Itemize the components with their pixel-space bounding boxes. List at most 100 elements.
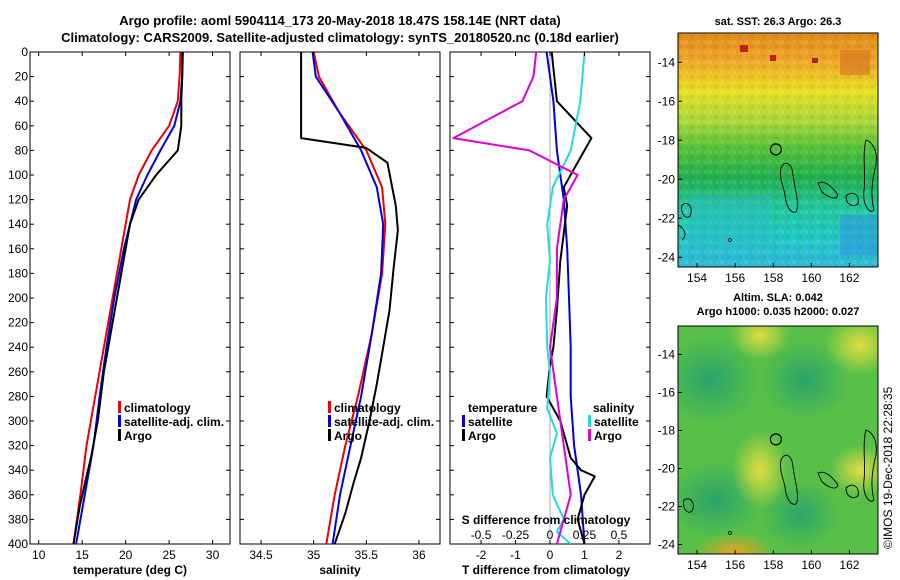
s-diff-tick-label: -0.25 xyxy=(502,528,530,542)
depth-tick-label: 240 xyxy=(8,340,28,354)
map-x-tick-label: 158 xyxy=(763,271,783,285)
legend-swatch-t-argo xyxy=(462,429,465,441)
sst-warm-patch xyxy=(770,55,776,61)
x-tick-label: 30 xyxy=(206,548,220,562)
map-x-tick-label: 162 xyxy=(839,271,859,285)
s-diff-tick-label: 0.25 xyxy=(573,528,597,542)
legend-s-argo: Argo xyxy=(594,429,622,443)
legend-satellite: satellite-adj. clim. xyxy=(334,415,434,429)
difference-legend: temperature satellite Argo salinity sate… xyxy=(462,401,639,443)
argo-position-marker xyxy=(769,433,783,446)
sst-warm-area xyxy=(840,50,870,75)
legend-swatch-satellite xyxy=(118,415,121,427)
series-line-satellite-adj-clim- xyxy=(311,52,385,544)
sst-cool-area xyxy=(840,215,878,255)
title-line-1: Argo profile: aoml 5904114_173 20-May-20… xyxy=(119,13,561,28)
x-tick-label: 34.5 xyxy=(249,548,273,562)
map-y-tick-label: -14 xyxy=(658,55,676,69)
sla-high-anomaly xyxy=(732,430,788,510)
difference-plot xyxy=(452,52,596,544)
x-axes: 10 15 20 25 30 34.5 35 35.5 36 -2 -1 0 1 2 -0.5 -0.25 0 0… xyxy=(32,52,628,562)
x-tick-label: 0 xyxy=(547,548,554,562)
depth-tick-label: 260 xyxy=(8,365,28,379)
legend-swatch-satellite xyxy=(328,415,331,427)
map-x-tick-label: 160 xyxy=(801,558,821,572)
legend-climatology: climatology xyxy=(334,401,401,415)
x-tick-label: 10 xyxy=(32,548,46,562)
depth-tick-label: 80 xyxy=(15,143,29,157)
map-y-tick-label: -20 xyxy=(658,172,676,186)
map-y-tick-label: -14 xyxy=(658,348,676,362)
temperature-legend: climatology satellite-adj. clim. Argo xyxy=(118,401,224,443)
x-tick-label: 36 xyxy=(412,548,426,562)
depth-tick-label: 220 xyxy=(8,316,28,330)
map-y-tick-label: -24 xyxy=(658,538,676,552)
legend-swatch-argo xyxy=(328,429,331,441)
depth-tick-label: 140 xyxy=(8,217,28,231)
depth-tick-label: 0 xyxy=(21,45,28,59)
s-difference-axis-label: S difference from climatology xyxy=(462,513,631,527)
depth-tick-label: 340 xyxy=(8,463,28,477)
map-y-tick-label: -20 xyxy=(658,462,676,476)
series-line-climatology xyxy=(72,52,182,544)
depth-tick-label: 180 xyxy=(8,266,28,280)
reef-contour xyxy=(678,224,686,241)
legend-t-satellite: satellite xyxy=(468,415,513,429)
sla-high-anomaly xyxy=(695,532,775,554)
legend-s-satellite: satellite xyxy=(594,415,639,429)
reef-contour xyxy=(845,484,859,499)
map-x-tick-label: 162 xyxy=(839,558,859,572)
depth-tick-label: 320 xyxy=(8,439,28,453)
map-y-tick-label: -18 xyxy=(658,424,676,438)
salinity-axis-label: salinity xyxy=(319,563,361,577)
depth-tick-label: 380 xyxy=(8,512,28,526)
salinity-plot xyxy=(300,52,399,544)
legend-swatch-argo xyxy=(118,429,121,441)
legend-satellite: satellite-adj. clim. xyxy=(124,415,224,429)
x-tick-label: -1 xyxy=(510,548,521,562)
depth-tick-label: 360 xyxy=(8,488,28,502)
sla-map xyxy=(678,326,878,554)
sla-high-anomaly xyxy=(825,326,878,375)
legend-climatology: climatology xyxy=(124,401,191,415)
series-line-argo xyxy=(72,52,184,544)
legend-argo: Argo xyxy=(124,429,152,443)
map-axes: 154 156 158 160 162 -14 -16 -18 -20 -22 -24 154 156 1… xyxy=(658,55,860,572)
depth-tick-label: 200 xyxy=(8,291,28,305)
reef-contour xyxy=(817,181,839,199)
sst-map xyxy=(678,33,878,267)
depth-tick-label: 20 xyxy=(15,70,29,84)
sla-high-anomaly xyxy=(730,326,790,360)
legend-t-argo: Argo xyxy=(468,429,496,443)
s-diff-tick-label: 0.5 xyxy=(611,528,628,542)
sst-cool-area xyxy=(690,195,770,250)
x-tick-label: 1 xyxy=(581,548,588,562)
legend-swatch-climatology xyxy=(328,401,331,413)
map-y-tick-label: -16 xyxy=(658,94,676,108)
map-x-tick-label: 156 xyxy=(725,558,745,572)
salinity-panel xyxy=(239,51,441,545)
legend-swatch-climatology xyxy=(118,401,121,413)
series-line-s-argo xyxy=(452,52,579,544)
reef-contour xyxy=(863,139,877,212)
map-x-tick-label: 154 xyxy=(687,558,707,572)
depth-tick-label: 400 xyxy=(8,537,28,551)
s-diff-tick-label: -0.5 xyxy=(471,528,492,542)
x-tick-label: 35.5 xyxy=(355,548,379,562)
x-tick-label: 15 xyxy=(75,548,89,562)
reef-contour xyxy=(863,429,877,502)
title-line-2: Climatology: CARS2009. Satellite-adjuste… xyxy=(61,30,619,45)
depth-tick-label: 40 xyxy=(15,94,29,108)
depth-tick-label: 160 xyxy=(8,242,28,256)
map-y-tick-label: -22 xyxy=(658,211,676,225)
depth-tick-label: 100 xyxy=(8,168,28,182)
legend-swatch-s-satellite xyxy=(588,415,591,427)
reef-contour xyxy=(845,192,859,207)
x-tick-label: 35 xyxy=(307,548,321,562)
reef-contour xyxy=(681,203,692,218)
s-diff-tick-label: 0 xyxy=(547,528,554,542)
temperature-panel xyxy=(29,51,231,545)
reef-contour xyxy=(780,162,798,213)
depth-tick-label: 60 xyxy=(15,119,29,133)
